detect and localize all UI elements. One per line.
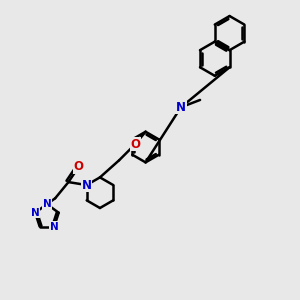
Text: O: O — [130, 138, 140, 151]
Text: N: N — [82, 178, 92, 191]
Text: N: N — [176, 101, 186, 114]
Text: N: N — [50, 221, 58, 232]
Text: N: N — [43, 199, 51, 209]
Text: O: O — [74, 160, 84, 173]
Text: N: N — [31, 208, 40, 218]
